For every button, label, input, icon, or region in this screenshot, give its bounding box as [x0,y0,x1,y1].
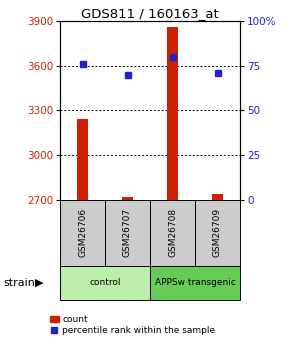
Bar [150,200,195,266]
Bar [212,194,223,200]
Text: control: control [89,278,121,287]
Text: GSM26708: GSM26708 [168,208,177,257]
Title: GDS811 / 160163_at: GDS811 / 160163_at [81,7,219,20]
Text: ▶: ▶ [35,278,43,288]
Bar [105,200,150,266]
Text: GSM26707: GSM26707 [123,208,132,257]
Bar [122,197,133,200]
Bar [60,200,105,266]
Bar [167,27,178,200]
Bar [77,119,88,200]
Text: strain: strain [3,278,35,288]
Bar [195,200,240,266]
Bar [60,266,150,300]
Text: APPSw transgenic: APPSw transgenic [154,278,236,287]
Text: GSM26706: GSM26706 [78,208,87,257]
Text: GSM26709: GSM26709 [213,208,222,257]
Legend: count, percentile rank within the sample: count, percentile rank within the sample [50,315,215,335]
Bar [150,266,240,300]
